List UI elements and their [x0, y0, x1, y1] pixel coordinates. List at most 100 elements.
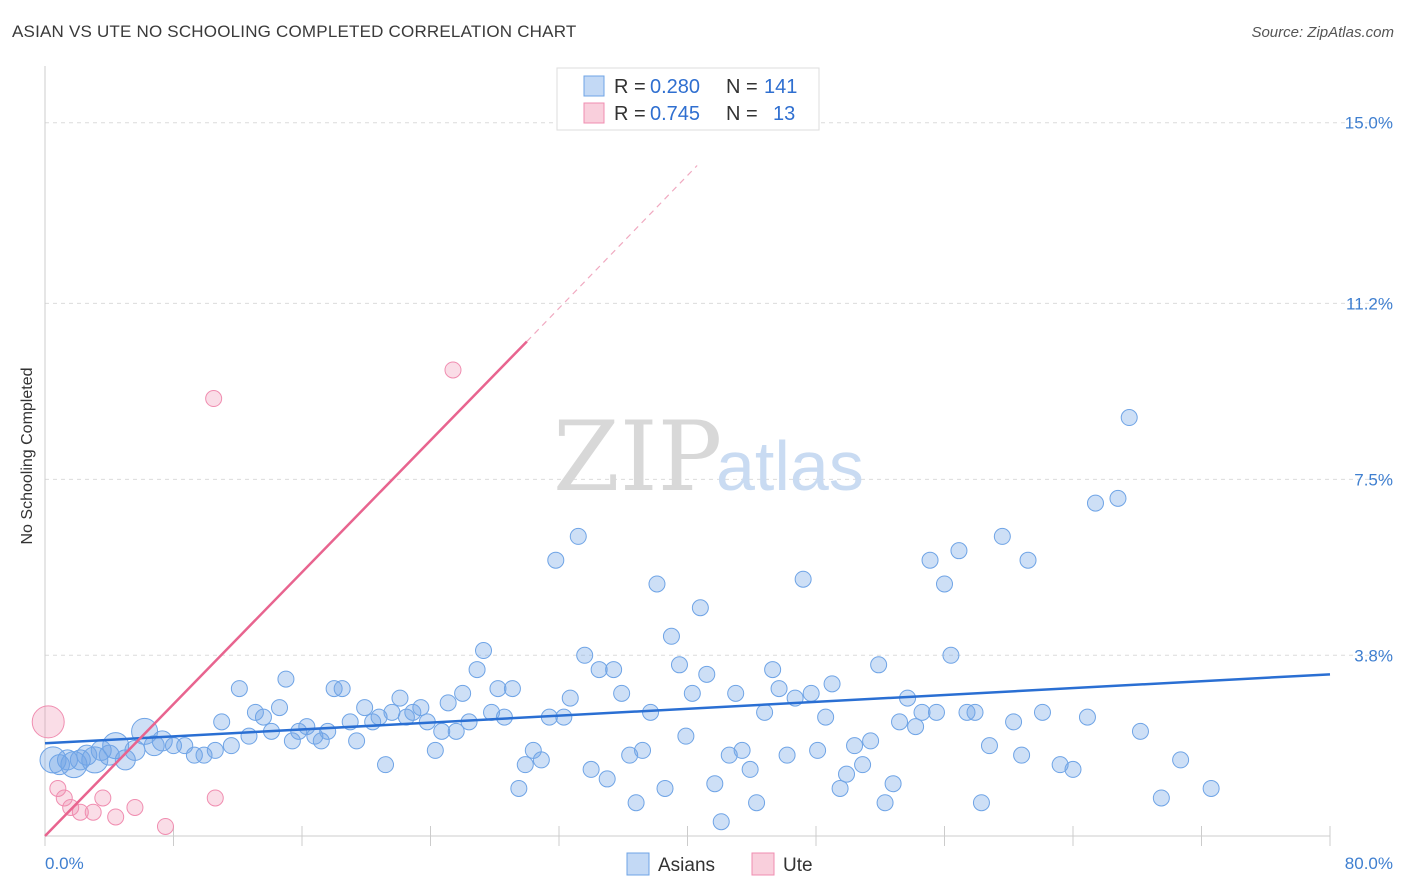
asian-point — [576, 646, 594, 664]
asian-point — [1131, 722, 1149, 740]
asian-point — [891, 713, 909, 731]
asian-point — [598, 770, 616, 788]
ute-trend-line — [44, 340, 528, 837]
legend-asian-r-label: R = — [614, 76, 646, 98]
asian-point — [532, 751, 550, 769]
asian-point — [972, 794, 990, 812]
asian-point — [271, 699, 289, 717]
gridlines — [45, 122, 1392, 656]
asian-point — [1109, 489, 1127, 507]
axes — [44, 66, 1331, 846]
asian-point — [831, 779, 849, 797]
asian-point — [634, 741, 652, 759]
asian-point — [712, 813, 730, 831]
asian-point — [913, 703, 931, 721]
asian-point — [547, 551, 565, 569]
y-tick-label: 7.5% — [1354, 470, 1393, 489]
asian-point — [802, 684, 820, 702]
ute-point — [49, 779, 67, 797]
asian-point — [993, 527, 1011, 545]
legend-asian-n-label: N = — [726, 76, 758, 98]
legend-asian-swatch — [583, 75, 605, 97]
bottom-legend-ute-swatch — [751, 852, 775, 876]
asian-trend-line — [44, 673, 1331, 745]
asian-point — [230, 680, 248, 698]
asian-point — [613, 684, 631, 702]
asian-point — [706, 775, 724, 793]
asian-point — [648, 575, 666, 593]
asian-point — [942, 646, 960, 664]
asian-point — [748, 794, 766, 812]
asian-point — [222, 737, 240, 755]
asian-point — [950, 542, 968, 560]
watermark: ZIP atlas — [553, 401, 864, 513]
ute-point — [107, 808, 125, 826]
asian-point — [677, 727, 695, 745]
asian-point — [656, 779, 674, 797]
asian-point — [838, 765, 856, 783]
asian-point — [1005, 713, 1023, 731]
asian-point — [319, 722, 337, 740]
asian-point — [206, 741, 224, 759]
asian-point — [778, 746, 796, 764]
asian-point — [561, 689, 579, 707]
ute-point — [84, 803, 102, 821]
asian-point — [691, 599, 709, 617]
y-tick-label: 3.8% — [1354, 646, 1393, 665]
ute-point — [205, 390, 223, 408]
asian-point — [391, 689, 409, 707]
asian-point — [185, 746, 203, 764]
asian-point — [1172, 751, 1190, 769]
asian-point — [1019, 551, 1037, 569]
asian-point — [621, 746, 639, 764]
legend-asian-n-value: 141 — [764, 76, 797, 98]
asian-point — [809, 741, 827, 759]
ute-point — [71, 803, 89, 821]
asian-point — [516, 756, 534, 774]
asian-point — [876, 794, 894, 812]
asian-point — [884, 775, 902, 793]
asian-point — [862, 732, 880, 750]
asian-point — [756, 703, 774, 721]
asian-point — [720, 746, 738, 764]
asian-point — [907, 718, 925, 736]
bottom-legend-ute-label: Ute — [783, 855, 813, 876]
asian-point — [927, 703, 945, 721]
asian-point — [447, 722, 465, 740]
asian-point — [426, 741, 444, 759]
asian-point — [412, 699, 430, 717]
asian-point — [854, 756, 872, 774]
asian-point — [468, 661, 486, 679]
asian-point — [966, 703, 984, 721]
asian-point — [377, 756, 395, 774]
ute-point — [55, 789, 73, 807]
asian-point — [764, 661, 782, 679]
asian-point — [569, 527, 587, 545]
legend-asian-r-value: 0.280 — [650, 76, 700, 98]
asian-point — [1086, 494, 1104, 512]
asian-point — [1078, 708, 1096, 726]
ute-point — [62, 798, 80, 816]
legend-ute-r-value: 0.745 — [650, 103, 700, 125]
asian-point — [404, 703, 422, 721]
asian-point — [870, 656, 888, 674]
y-tick-label: 11.2% — [1346, 294, 1393, 313]
source-credit: Source: ZipAtlas.com — [1251, 24, 1394, 41]
ute-trend-extension — [526, 165, 698, 342]
asian-point — [823, 675, 841, 693]
ute-point — [444, 361, 462, 379]
ute-point — [206, 789, 224, 807]
asian-point — [670, 656, 688, 674]
asian-point — [213, 713, 231, 731]
asian-point — [590, 661, 608, 679]
asian-point — [510, 779, 528, 797]
ute-point — [31, 705, 65, 739]
asian-point — [1202, 779, 1220, 797]
ute-point — [156, 817, 174, 835]
asian-point — [277, 670, 295, 688]
asian-point — [1033, 703, 1051, 721]
asian-point — [1120, 409, 1138, 427]
asian-point — [921, 551, 939, 569]
asian-point — [770, 680, 788, 698]
